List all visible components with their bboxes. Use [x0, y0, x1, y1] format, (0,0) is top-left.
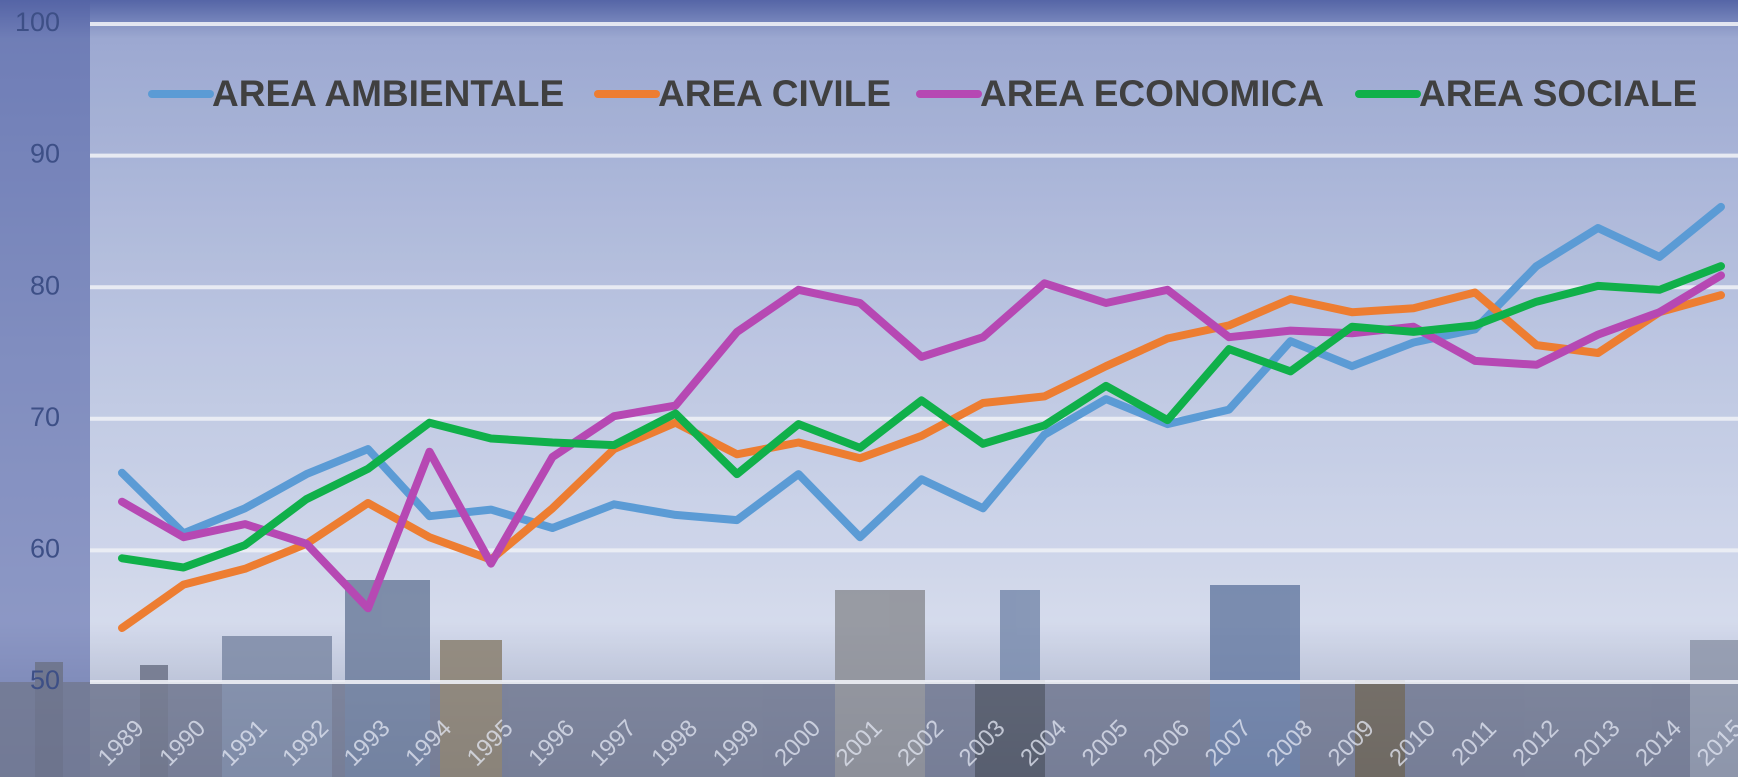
- legend-label: AREA ECONOMICA: [980, 73, 1324, 114]
- left-band: [0, 0, 90, 777]
- legend-label: AREA SOCIALE: [1419, 73, 1697, 114]
- y-tick-label: 60: [30, 534, 60, 564]
- legend-item: AREA CIVILE: [594, 73, 891, 114]
- y-tick-label: 90: [30, 139, 60, 169]
- y-tick-label: 80: [30, 270, 60, 300]
- legend-label: AREA AMBIENTALE: [212, 73, 564, 114]
- series-line: [118, 262, 1725, 572]
- y-tick-label: 70: [30, 402, 60, 432]
- y-tick-label: 50: [30, 665, 60, 695]
- y-tick-label: 100: [15, 7, 60, 37]
- legend-item: AREA ECONOMICA: [916, 73, 1324, 114]
- series-line: [118, 202, 1725, 542]
- series-line: [118, 288, 1725, 632]
- series-line: [118, 271, 1725, 613]
- legend-item: AREA AMBIENTALE: [148, 73, 564, 114]
- legend-label: AREA CIVILE: [658, 73, 891, 114]
- legend-item: AREA SOCIALE: [1355, 73, 1697, 114]
